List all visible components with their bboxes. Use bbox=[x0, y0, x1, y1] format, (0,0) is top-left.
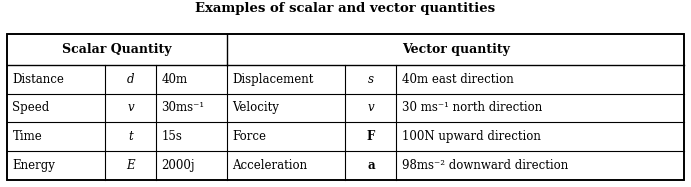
Text: 15s: 15s bbox=[162, 130, 182, 143]
Text: Force: Force bbox=[232, 130, 267, 143]
Bar bbox=[7, 34, 684, 180]
Text: F: F bbox=[367, 130, 375, 143]
Text: Examples of scalar and vector quantities: Examples of scalar and vector quantities bbox=[196, 2, 495, 15]
Text: t: t bbox=[128, 130, 133, 143]
Text: 40m east direction: 40m east direction bbox=[401, 73, 513, 86]
Text: 100N upward direction: 100N upward direction bbox=[401, 130, 540, 143]
Text: Scalar Quantity: Scalar Quantity bbox=[62, 43, 171, 56]
Text: Vector quantity: Vector quantity bbox=[401, 43, 509, 56]
Text: a: a bbox=[367, 159, 375, 172]
Text: 30 ms⁻¹ north direction: 30 ms⁻¹ north direction bbox=[401, 102, 542, 114]
Text: 30ms⁻¹: 30ms⁻¹ bbox=[162, 102, 205, 114]
Text: Displacement: Displacement bbox=[232, 73, 314, 86]
Text: Time: Time bbox=[12, 130, 42, 143]
Text: Velocity: Velocity bbox=[232, 102, 279, 114]
Text: Energy: Energy bbox=[12, 159, 55, 172]
Text: 98ms⁻² downward direction: 98ms⁻² downward direction bbox=[401, 159, 568, 172]
Text: E: E bbox=[126, 159, 135, 172]
Text: v: v bbox=[127, 102, 134, 114]
Text: Speed: Speed bbox=[12, 102, 50, 114]
Text: 2000j: 2000j bbox=[162, 159, 195, 172]
Text: Distance: Distance bbox=[12, 73, 64, 86]
Text: Acceleration: Acceleration bbox=[232, 159, 307, 172]
Text: v: v bbox=[368, 102, 375, 114]
Text: s: s bbox=[368, 73, 374, 86]
Text: d: d bbox=[126, 73, 134, 86]
Bar bbox=[7, 34, 684, 180]
Text: 40m: 40m bbox=[162, 73, 187, 86]
